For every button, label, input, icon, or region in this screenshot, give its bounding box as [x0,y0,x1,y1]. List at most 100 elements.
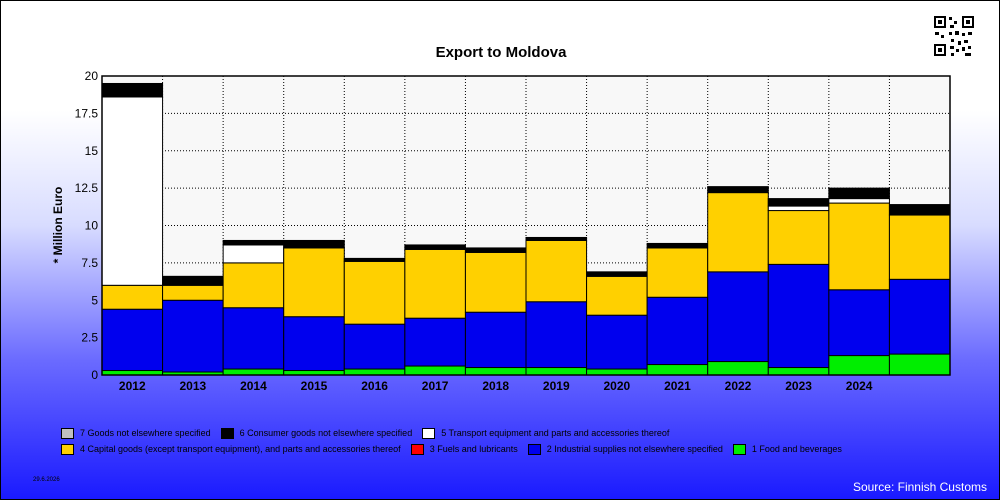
bar-segment [101,284,164,310]
bar-segment [586,275,648,316]
x-tick-label: 2023 [785,379,812,393]
bar-segment [343,260,406,325]
legend-swatch [527,443,541,455]
x-tick-label: 2012 [119,379,146,393]
legend-label: 2 Industrial supplies not elsewhere spec… [546,444,723,454]
bar-segment [646,242,709,249]
x-tick-label: 2018 [482,379,509,393]
bar-segment [464,367,527,376]
y-tick-label: 20 [85,69,99,83]
bar-segment [888,353,951,376]
x-tick-label: 2022 [725,379,752,393]
legend-label: 6 Consumer goods not elsewhere specified [239,428,413,438]
bar-segment [828,187,890,200]
legend-entry: 2 Industrial supplies not elsewhere spec… [527,443,723,455]
bar-segment [646,247,709,298]
y-tick-label: 10 [85,219,99,233]
source-note: Source: Finnish Customs [852,480,987,494]
bar-segment [464,247,527,253]
bar-segment [828,355,890,376]
bar-segment [767,198,830,207]
bar-segment [525,236,588,241]
bar-segment [586,271,648,277]
bar-segment [101,308,164,372]
legend-label: 4 Capital goods (except transport equipm… [80,444,401,454]
y-tick-label: 15 [85,144,99,158]
x-tick-label: 2013 [180,379,207,393]
y-tick-label: 0 [91,368,98,382]
legend-row: 4 Capital goods (except transport equipm… [61,441,961,457]
bar-segment [404,248,466,319]
bar-segment [525,301,588,369]
legend-label: 7 Goods not elsewhere specified [80,428,211,438]
bar-segment [283,247,345,318]
legend-entry: 4 Capital goods (except transport equipm… [61,443,401,455]
legend-label: 5 Transport equipment and parts and acce… [441,428,670,438]
bar-segment [222,368,285,376]
legend-label: 1 Food and beverages [751,444,842,454]
bar-segment [283,239,345,249]
y-tick-label: 12.5 [75,181,99,195]
chart-title: Export to Moldova [436,44,567,61]
bar-segment [767,210,830,265]
x-tick-label: 2020 [604,379,631,393]
y-axis-label: * Million Euro [51,187,65,264]
bar-segment [404,244,466,250]
bar-segment [343,368,406,376]
bar-segment [525,239,588,303]
legend: 7 Goods not elsewhere specified 6 Consume… [61,425,961,457]
legend-entry: 7 Goods not elsewhere specified [61,427,211,439]
bar-segment [646,364,709,376]
bar-segment [767,263,830,369]
bar-segment [586,314,648,370]
bar-segment [707,271,769,363]
plot-border [101,75,951,376]
legend-swatch [422,427,436,439]
bar-segment [646,296,709,366]
y-tick-label: 17.5 [75,106,99,120]
bar-segment [343,257,406,262]
bar-segment [222,307,285,370]
legend-swatch [61,427,74,439]
bar-segment [162,275,224,286]
qr-code-icon [931,13,977,59]
bar-segment [162,299,224,373]
legend-swatch [732,443,746,455]
x-tick-label: 2021 [664,379,691,393]
bar-segment [162,284,224,301]
bar-segment [404,317,466,367]
bar-segment [707,186,769,194]
bar-segment [101,82,164,98]
x-tick-label: 2016 [361,379,388,393]
y-tick-label: 7.5 [81,256,98,270]
bar-segment [222,244,285,264]
bar-segment [586,368,648,376]
plot-area: 0 2.5 5 7.5 10 12.5 15 17.5 20 2012 2013 2014 2015 20… [75,69,951,393]
bar-segment [283,316,345,372]
legend-label: 3 Fuels and lubricants [429,444,518,454]
bar-segment [343,323,406,370]
bar-segment [464,251,527,313]
legend-swatch [220,427,234,439]
y-tick-label: 2.5 [81,331,98,345]
bar-segment [101,96,164,286]
bar-segment [828,198,890,204]
legend-row: 7 Goods not elsewhere specified 6 Consume… [61,425,961,441]
bar-segment [828,289,890,357]
legend-entry: 6 Consumer goods not elsewhere specified [220,427,413,439]
x-tick-label: 2015 [301,379,328,393]
x-tick-label: 2019 [543,379,570,393]
bar-segment [707,361,769,376]
legend-swatch [410,443,424,455]
legend-entry: 1 Food and beverages [732,443,842,455]
x-tick-label: 2014 [240,379,267,393]
legend-swatch [61,443,74,455]
legend-entry: 5 Transport equipment and parts and acce… [422,427,670,439]
bar-segment [767,205,830,212]
date-stamp: 29.6.2026 [33,477,60,483]
x-tick-label: 2017 [422,379,449,393]
bar-segment [888,278,951,355]
bar-segment [888,214,951,280]
